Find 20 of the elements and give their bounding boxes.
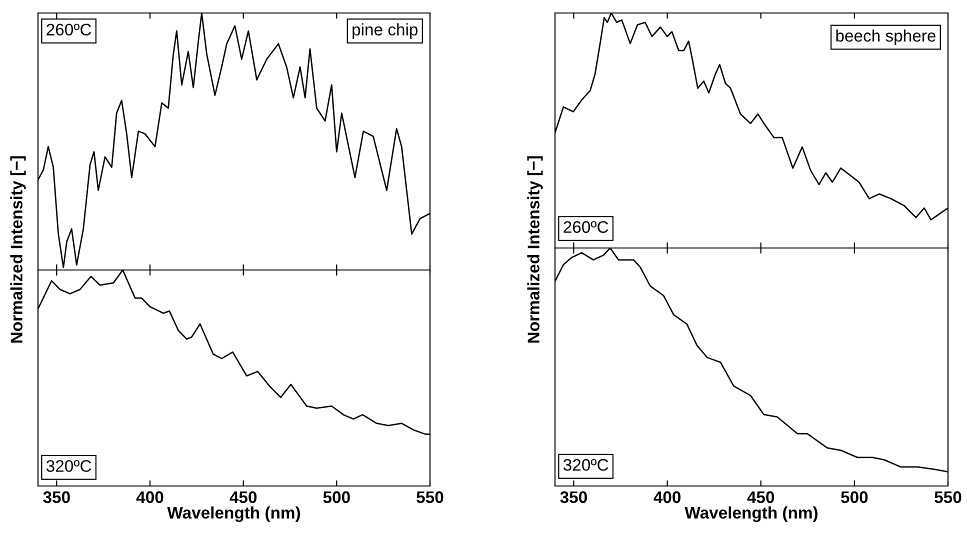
x-tick-label: 550 xyxy=(416,491,444,504)
x-tick-label: 550 xyxy=(934,491,962,504)
annotation: beech sphere xyxy=(836,29,936,45)
x-axis-title: Wavelength (nm) xyxy=(167,506,300,522)
annotation: 320ºC xyxy=(563,458,608,471)
x-tick-label: 500 xyxy=(841,491,868,504)
x-tick-label: 400 xyxy=(136,491,164,504)
annotation: pine chip xyxy=(352,23,418,39)
annotation: 260ºC xyxy=(564,221,608,233)
x-tick-label: 500 xyxy=(323,491,350,504)
x-tick-label: 450 xyxy=(747,491,774,504)
x-tick-label: 350 xyxy=(43,491,70,504)
x-tick-label: 450 xyxy=(230,491,257,504)
x-axis-title: Wavelength (nm) xyxy=(684,506,818,522)
y-axis-title: Normalized Intensity [−] xyxy=(527,156,543,343)
x-tick-label: 400 xyxy=(654,491,681,504)
x-tick-label: 350 xyxy=(560,491,587,504)
annotation: 260ºC xyxy=(46,24,92,36)
annotation: 320ºC xyxy=(46,460,92,472)
y-axis-title: Normalized Intensity [−] xyxy=(10,156,26,343)
